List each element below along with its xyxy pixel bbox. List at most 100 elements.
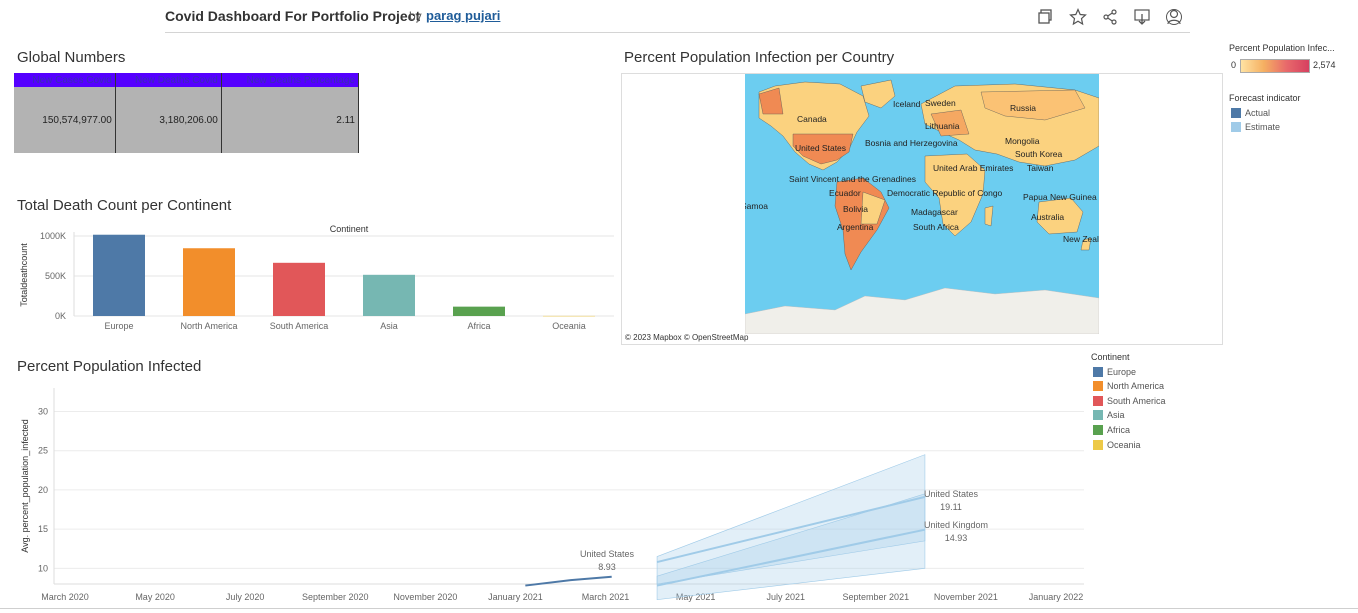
bar-x-tick-label: Asia xyxy=(380,321,398,331)
estimate-line[interactable] xyxy=(656,528,926,587)
legend-item-asia[interactable]: Asia xyxy=(1093,410,1125,422)
forecast-legend-actual[interactable]: Actual xyxy=(1231,108,1270,120)
bar-europe[interactable] xyxy=(93,234,145,316)
land-alaska[interactable] xyxy=(758,87,784,115)
estimate-line[interactable] xyxy=(656,495,926,564)
land-greenland[interactable] xyxy=(860,79,896,109)
map-title: Percent Population Infection per Country xyxy=(624,49,895,66)
legend-item-south-america[interactable]: South America xyxy=(1093,396,1166,408)
bar-x-tick-label: Oceania xyxy=(552,321,586,331)
line-x-tick-label: March 2020 xyxy=(41,592,89,602)
legend-south-america-label: South America xyxy=(1107,396,1166,406)
copy-icon[interactable] xyxy=(1035,6,1057,28)
bottom-divider xyxy=(0,608,1358,609)
map-label[interactable]: Sweden xyxy=(925,98,956,108)
land-russia[interactable] xyxy=(980,89,1086,121)
line-x-tick-label: September 2021 xyxy=(843,592,910,602)
land-africa[interactable] xyxy=(924,153,986,237)
land-madagascar[interactable] xyxy=(984,205,994,227)
legend-item-africa[interactable]: Africa xyxy=(1093,425,1130,437)
forecast-estimate-label: Estimate xyxy=(1245,122,1281,132)
actual-line[interactable] xyxy=(525,575,612,587)
line-mark-label: United Kingdom xyxy=(924,520,988,530)
infection-legend-min: 0 xyxy=(1231,60,1237,70)
map-label[interactable]: Canada xyxy=(797,114,827,124)
land-australia[interactable] xyxy=(1036,197,1084,235)
land-new-zealand[interactable] xyxy=(1080,237,1092,251)
dashboard-header: Covid Dashboard For Portfolio Project by… xyxy=(165,0,1190,33)
death-percentage-value[interactable]: 2.11 xyxy=(221,87,360,153)
bar-south-america[interactable] xyxy=(273,262,325,316)
land-brazil[interactable] xyxy=(860,191,886,225)
legend-item-europe[interactable]: Europe xyxy=(1093,367,1136,379)
estimate-band[interactable] xyxy=(656,493,926,601)
line-y-tick-label: 30 xyxy=(38,407,48,417)
map-label[interactable]: Madagascar xyxy=(911,207,958,217)
map-credit[interactable]: © 2023 Mapbox © OpenStreetMap xyxy=(625,333,749,342)
infected-chart-title: Percent Population Infected xyxy=(17,358,202,375)
map-label[interactable]: Saint Vincent and the Grenadines xyxy=(789,174,916,184)
line-y-axis-title: Avg. percent_population_infected xyxy=(20,419,30,552)
death-chart-title: Total Death Count per Continent xyxy=(17,197,232,214)
bar-north-america[interactable] xyxy=(183,248,235,316)
legend-asia-label: Asia xyxy=(1107,410,1125,420)
map-label[interactable]: Samoa xyxy=(745,201,768,211)
line-x-tick-label: July 2020 xyxy=(226,592,265,602)
map-label[interactable]: South Korea xyxy=(1015,149,1063,159)
actual-swatch xyxy=(1231,108,1241,118)
land-europe[interactable] xyxy=(930,109,970,137)
share-icon[interactable] xyxy=(1099,6,1121,28)
map-label[interactable]: Ecuador xyxy=(829,188,861,198)
line-x-tick-label: July 2021 xyxy=(766,592,805,602)
line-x-tick-label: January 2022 xyxy=(1029,592,1084,602)
legend-item-oceania[interactable]: Oceania xyxy=(1093,440,1141,452)
bar-africa[interactable] xyxy=(453,306,505,316)
column-header-new-deaths[interactable]: New Deaths Covid xyxy=(115,73,222,87)
estimate-swatch xyxy=(1231,122,1241,132)
new-cases-value[interactable]: 150,574,977.00 xyxy=(14,87,116,153)
legend-africa-label: Africa xyxy=(1107,425,1131,435)
line-x-tick-label: November 2020 xyxy=(393,592,457,602)
world-map[interactable]: Iceland Sweden Russia Canada Lithuania Mongol… xyxy=(621,73,1223,345)
land-antarctica xyxy=(745,287,1099,334)
map-label[interactable]: Bosnia and Herzegovina xyxy=(865,138,958,148)
download-icon[interactable] xyxy=(1131,6,1153,28)
legend-item-north-america[interactable]: North America xyxy=(1093,381,1164,393)
map-label[interactable]: Australia xyxy=(1031,212,1064,222)
asia-swatch xyxy=(1093,410,1103,420)
map-label[interactable]: United States xyxy=(795,143,846,153)
map-label[interactable]: Mongolia xyxy=(1005,136,1040,146)
new-deaths-value[interactable]: 3,180,206.00 xyxy=(115,87,222,153)
map-label[interactable]: Democratic Republic of Congo xyxy=(887,188,1003,198)
map-label[interactable]: Russia xyxy=(1010,103,1036,113)
line-y-tick-label: 15 xyxy=(38,524,48,534)
map-label[interactable]: Lithuania xyxy=(925,121,960,131)
map-canvas[interactable]: Iceland Sweden Russia Canada Lithuania Mongol… xyxy=(745,74,1099,334)
star-icon[interactable] xyxy=(1067,6,1089,28)
map-label[interactable]: Iceland xyxy=(893,99,921,109)
map-label[interactable]: Argentina xyxy=(837,222,874,232)
line-mark-value: 14.93 xyxy=(945,533,968,543)
column-header-new-cases[interactable]: New Cases Covid xyxy=(14,73,116,87)
infection-color-scale[interactable] xyxy=(1240,59,1310,73)
author-profile-icon[interactable] xyxy=(1163,6,1185,28)
legend-oceania-label: Oceania xyxy=(1107,440,1141,450)
page-title: Covid Dashboard For Portfolio Project xyxy=(165,8,421,24)
infection-legend-title: Percent Population Infec... xyxy=(1229,43,1335,53)
map-label[interactable]: New Zealand xyxy=(1063,234,1099,244)
map-label[interactable]: United Arab Emirates xyxy=(933,163,1013,173)
bar-oceania[interactable] xyxy=(543,315,595,317)
line-y-tick-label: 20 xyxy=(38,485,48,495)
bar-y-tick-label: 1000K xyxy=(40,231,66,241)
author-link[interactable]: parag pujari xyxy=(426,8,501,23)
forecast-legend-estimate[interactable]: Estimate xyxy=(1231,122,1280,134)
map-label[interactable]: Bolivia xyxy=(843,204,868,214)
column-header-death-percentage[interactable]: New Deaths Percentage xyxy=(221,73,360,87)
bar-asia[interactable] xyxy=(363,274,415,316)
map-label[interactable]: Papua New Guinea xyxy=(1023,192,1097,202)
map-label[interactable]: Taiwan xyxy=(1027,163,1054,173)
by-label: by xyxy=(409,9,422,23)
bar-x-tick-label: North America xyxy=(180,321,237,331)
land-united-states[interactable] xyxy=(792,133,854,165)
map-label[interactable]: South Africa xyxy=(913,222,959,232)
